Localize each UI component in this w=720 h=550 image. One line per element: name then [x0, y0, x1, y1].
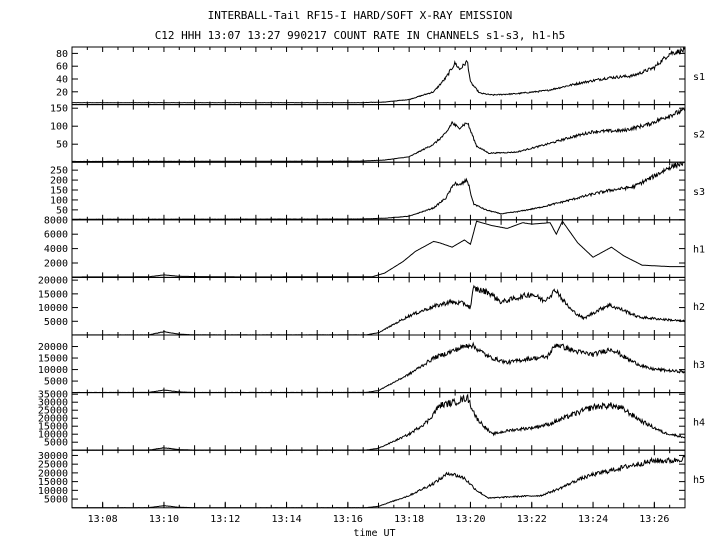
y-tick-label-h5: 10000 — [38, 486, 68, 497]
channel-label-s1: s1 — [693, 72, 705, 83]
y-tick-label-h4: 20000 — [38, 414, 68, 425]
series-line-h4 — [72, 393, 686, 451]
panel-frame-h2 — [71, 276, 686, 336]
y-tick-label-h5: 15000 — [38, 477, 68, 488]
x-tick-label: 13:22 — [517, 514, 547, 525]
channel-label-h5: h5 — [693, 475, 705, 486]
y-tick-label-s1: 20 — [56, 87, 68, 98]
y-tick-label-h1: 8000 — [44, 215, 68, 226]
panel-frame-s1 — [71, 46, 686, 106]
series-line-h3 — [72, 341, 686, 394]
panel-frame-s2 — [71, 104, 686, 163]
y-tick-label-h3: 10000 — [38, 365, 68, 376]
y-tick-label-h4: 5000 — [44, 438, 68, 449]
x-tick-label: 13:24 — [578, 514, 608, 525]
panel-frame-s3 — [71, 161, 686, 221]
y-tick-label-h2: 20000 — [38, 276, 68, 287]
series-line-s2 — [71, 107, 686, 163]
y-tick-label-h3: 5000 — [44, 377, 68, 388]
y-tick-label-h5: 30000 — [38, 451, 68, 462]
y-tick-label-h2: 5000 — [44, 317, 68, 328]
y-tick-label-h2: 15000 — [38, 289, 68, 300]
y-tick-label-h4: 15000 — [38, 422, 68, 433]
channel-label-s3: s3 — [693, 187, 705, 198]
x-tick-label: 13:12 — [210, 514, 240, 525]
y-tick-label-h1: 6000 — [44, 230, 68, 241]
y-tick-label-s1: 60 — [56, 62, 68, 73]
series-line-s3 — [72, 161, 685, 220]
chart-subtitle: C12 HHH 13:07 13:27 990217 COUNT RATE IN… — [154, 29, 566, 42]
channel-label-h3: h3 — [693, 360, 705, 371]
x-tick-label: 13:08 — [88, 514, 118, 525]
y-tick-label-h4: 10000 — [38, 430, 68, 441]
x-tick-label: 13:26 — [639, 514, 669, 525]
chart-title: INTERBALL-Tail RF15-I HARD/SOFT X-RAY EM… — [207, 9, 513, 22]
y-tick-label-s3: 250 — [50, 166, 68, 177]
y-tick-label-h3: 20000 — [38, 342, 68, 353]
y-tick-label-h5: 20000 — [38, 468, 68, 479]
panel-frame-h4 — [71, 392, 686, 451]
y-tick-label-h1: 2000 — [44, 259, 68, 270]
y-tick-label-s2: 50 — [56, 140, 68, 151]
panel-frame-h3 — [71, 334, 686, 394]
x-tick-label: 13:20 — [455, 514, 485, 525]
y-tick-label-s1: 40 — [56, 75, 68, 86]
x-tick-label: 13:16 — [333, 514, 363, 525]
panel-frame-h1 — [71, 219, 686, 278]
y-tick-label-h5: 5000 — [44, 495, 68, 506]
y-tick-label-s3: 150 — [50, 186, 68, 197]
channel-label-h1: h1 — [693, 245, 705, 256]
y-tick-label-h2: 10000 — [38, 303, 68, 314]
y-tick-label-s3: 50 — [56, 205, 68, 216]
y-tick-label-s2: 150 — [50, 104, 68, 115]
y-tick-label-s1: 80 — [56, 49, 68, 60]
y-tick-label-h4: 25000 — [38, 406, 68, 417]
x-tick-label: 13:18 — [394, 514, 424, 525]
y-tick-label-h1: 4000 — [44, 244, 68, 255]
series-line-h2 — [72, 284, 686, 336]
y-tick-label-h3: 15000 — [38, 354, 68, 365]
channel-label-s2: s2 — [693, 129, 705, 140]
y-tick-label-h4: 35000 — [38, 390, 68, 401]
y-tick-label-h5: 25000 — [38, 460, 68, 471]
series-line-h5 — [72, 455, 686, 509]
channel-label-h2: h2 — [693, 302, 705, 313]
series-line-h1 — [72, 220, 685, 278]
series-line-s1 — [71, 46, 686, 104]
x-tick-label: 13:10 — [149, 514, 179, 525]
channel-label-h4: h4 — [693, 417, 705, 428]
y-tick-label-h4: 30000 — [38, 398, 68, 409]
y-tick-label-s2: 100 — [50, 122, 68, 133]
x-tick-label: 13:14 — [271, 514, 301, 525]
panel-frame-h5 — [71, 449, 686, 509]
y-tick-label-s3: 100 — [50, 195, 68, 206]
x-axis-label: time UT — [353, 528, 395, 539]
y-tick-label-s3: 200 — [50, 176, 68, 187]
